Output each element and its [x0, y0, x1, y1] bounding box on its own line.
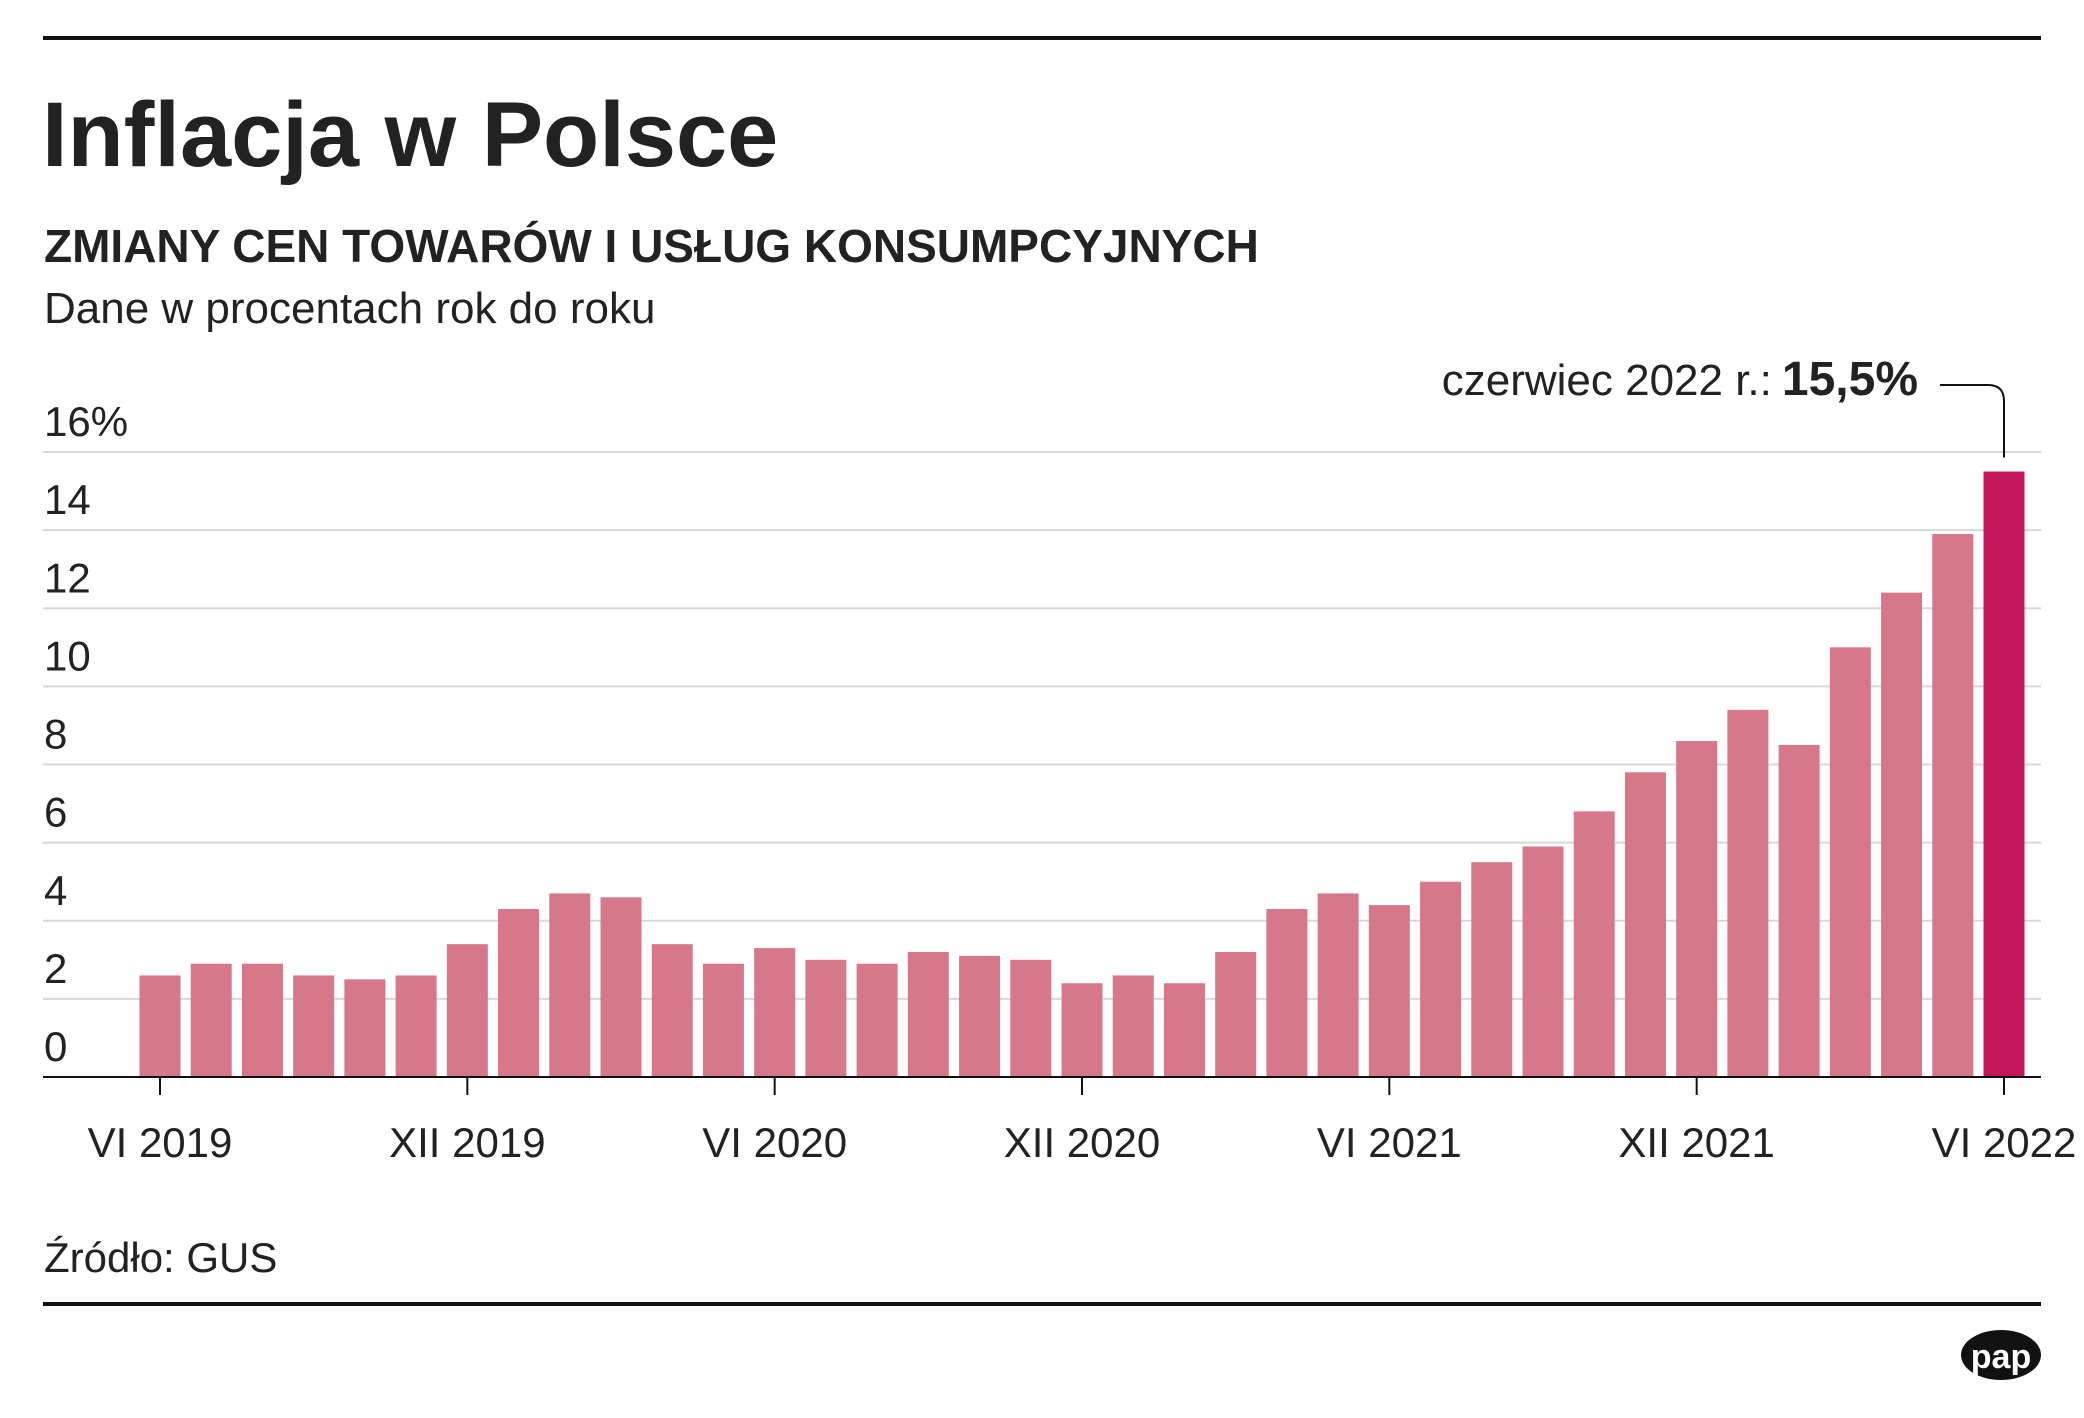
y-tick-label: 0 [44, 1023, 67, 1070]
bar [1881, 592, 1923, 1077]
x-tick-label: XII 2020 [1004, 1119, 1160, 1166]
y-tick-label: 10 [44, 632, 91, 679]
bar [549, 893, 591, 1077]
bar [1522, 846, 1564, 1077]
x-tick-label: VI 2019 [88, 1119, 233, 1166]
bar [1112, 975, 1154, 1077]
bar [1010, 959, 1052, 1077]
bar [344, 979, 386, 1077]
bar [959, 955, 1001, 1077]
y-tick-label: 14 [44, 476, 91, 523]
bar [395, 975, 437, 1077]
bar [1573, 811, 1615, 1077]
bar [1368, 905, 1410, 1077]
bar [1317, 893, 1359, 1077]
bar [1829, 647, 1871, 1077]
bar [1215, 952, 1257, 1077]
bar [907, 952, 949, 1077]
bar [1932, 534, 1974, 1077]
bar [702, 963, 744, 1077]
annotation-connector [1940, 384, 2005, 458]
bar [754, 948, 796, 1077]
bar [1727, 709, 1769, 1077]
x-tick-label: XII 2021 [1618, 1119, 1774, 1166]
bar [1266, 909, 1308, 1077]
annotation: czerwiec 2022 r.: [1442, 356, 1772, 405]
source: Źródło: GUS [44, 1234, 277, 1281]
chart-title: Inflacja w Polsce [42, 84, 778, 186]
chart-subtitle: ZMIANY CEN TOWARÓW I USŁUG KONSUMPCYJNYC… [44, 220, 1259, 272]
bar [1471, 862, 1513, 1077]
bar [241, 963, 283, 1077]
y-tick-label: 4 [44, 867, 67, 914]
y-tick-label: 16% [44, 398, 128, 445]
y-tick-label: 8 [44, 711, 67, 758]
y-tick-label: 2 [44, 945, 67, 992]
logo: pap [1971, 1338, 2031, 1376]
bar [1983, 471, 2025, 1077]
x-tick-label: VI 2020 [702, 1119, 847, 1166]
bar [1676, 741, 1718, 1077]
bar [651, 944, 693, 1077]
x-tick-label: XII 2019 [389, 1119, 545, 1166]
bar [1778, 744, 1820, 1077]
x-tick-label: VI 2021 [1317, 1119, 1462, 1166]
bar [498, 909, 540, 1077]
bar [293, 975, 335, 1077]
bar [1624, 772, 1666, 1077]
bar [190, 963, 232, 1077]
y-axis-label: Dane w procentach rok do roku [44, 284, 655, 333]
value-label: 15,5% [1782, 353, 1918, 406]
y-tick-label: 12 [44, 554, 91, 601]
y-tick-label: 6 [44, 789, 67, 836]
bar [805, 959, 847, 1077]
bar [1420, 881, 1462, 1077]
logo-badge [1961, 1330, 2041, 1380]
bar [139, 975, 181, 1077]
x-tick-label: VI 2022 [1932, 1119, 2077, 1166]
bar [446, 944, 488, 1077]
bar [600, 897, 642, 1077]
bar [856, 963, 898, 1077]
bar [1061, 983, 1103, 1077]
bar [1163, 983, 1205, 1077]
